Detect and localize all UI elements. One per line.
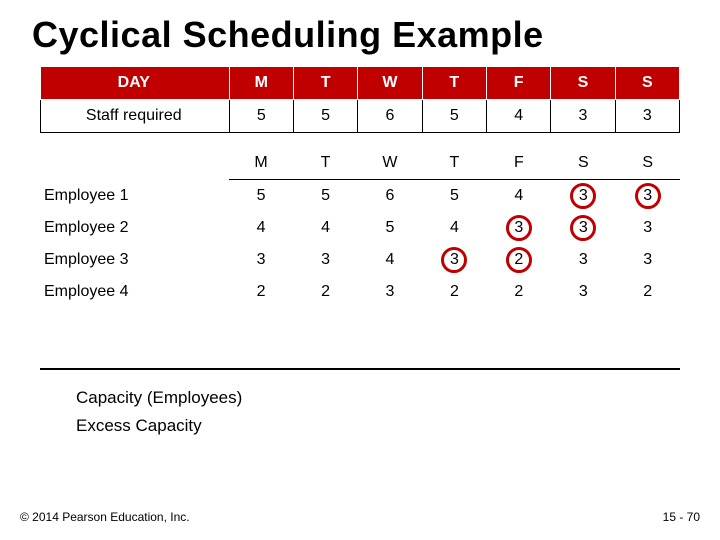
day-header-cell: F <box>487 147 551 180</box>
footer: © 2014 Pearson Education, Inc. 15 - 70 <box>20 510 700 524</box>
table-header-row: DAY M T W T F S S <box>41 67 680 100</box>
employee-value-cell: 2 <box>293 276 357 308</box>
staff-required-cell: 5 <box>229 100 293 133</box>
staff-required-cell: 5 <box>422 100 486 133</box>
employee-value-cell: 3 <box>551 244 615 276</box>
employee-value-cell: 4 <box>358 244 422 276</box>
employee-table: M T W T F S S Employee 15565433Employee … <box>40 147 680 308</box>
slide: Cyclical Scheduling Example DAY M T W T … <box>0 0 720 540</box>
employee-value-cell: 2 <box>229 276 293 308</box>
day-header-cell: F <box>486 67 550 100</box>
staff-required-cell: 3 <box>551 100 615 133</box>
day-header-cell: S <box>551 67 615 100</box>
staff-required-cell: 6 <box>358 100 422 133</box>
employee-value-cell: 3 <box>358 276 422 308</box>
employee-value-cell: 3 <box>551 180 615 213</box>
day-header-cell: M <box>229 67 293 100</box>
capacity-label: Capacity (Employees) <box>76 384 688 412</box>
day-header-cell: S <box>615 67 679 100</box>
staff-required-label: Staff required <box>41 100 230 133</box>
employee-value-cell: 5 <box>422 180 486 213</box>
employee-value-cell: 5 <box>293 180 357 213</box>
top-header-table: DAY M T W T F S S Staff required 5 5 6 5… <box>40 66 680 133</box>
staff-required-cell: 4 <box>486 100 550 133</box>
day-header-cell: T <box>422 147 486 180</box>
employee-label: Employee 2 <box>40 212 229 244</box>
page-title: Cyclical Scheduling Example <box>32 14 688 56</box>
employee-value-cell: 2 <box>487 244 551 276</box>
employee-value-cell: 4 <box>487 180 551 213</box>
employee-header-row: M T W T F S S <box>40 147 680 180</box>
employee-value-cell: 3 <box>422 244 486 276</box>
copyright-text: © 2014 Pearson Education, Inc. <box>20 510 190 524</box>
employee-label: Employee 1 <box>40 180 229 213</box>
day-header-label: DAY <box>41 67 230 100</box>
employee-value-cell: 3 <box>616 180 681 213</box>
day-header-cell: T <box>293 147 357 180</box>
highlight-circle-icon <box>506 215 532 241</box>
table-row: Employee 24454333 <box>40 212 680 244</box>
day-header-cell: M <box>229 147 293 180</box>
employee-value-cell: 3 <box>551 276 615 308</box>
highlight-circle-icon <box>570 215 596 241</box>
employee-value-cell: 2 <box>616 276 681 308</box>
employee-value-cell: 3 <box>229 244 293 276</box>
day-header-cell: S <box>616 147 681 180</box>
excess-capacity-label: Excess Capacity <box>76 412 688 440</box>
staff-required-cell: 5 <box>293 100 357 133</box>
page-number: 15 - 70 <box>663 510 700 524</box>
table-row: Employee 15565433 <box>40 180 680 213</box>
employee-value-cell: 2 <box>422 276 486 308</box>
divider-line <box>40 368 680 370</box>
staff-required-row: Staff required 5 5 6 5 4 3 3 <box>41 100 680 133</box>
employee-value-cell: 3 <box>293 244 357 276</box>
employee-value-cell: 5 <box>358 212 422 244</box>
employee-value-cell: 4 <box>422 212 486 244</box>
employee-value-cell: 5 <box>229 180 293 213</box>
highlight-circle-icon <box>635 183 661 209</box>
table-row: Employee 42232232 <box>40 276 680 308</box>
employee-value-cell: 3 <box>551 212 615 244</box>
day-header-cell: T <box>293 67 357 100</box>
summary-block: Capacity (Employees) Excess Capacity <box>76 384 688 440</box>
employee-value-cell: 4 <box>229 212 293 244</box>
day-header-cell: S <box>551 147 615 180</box>
highlight-circle-icon <box>506 247 532 273</box>
employee-label: Employee 3 <box>40 244 229 276</box>
employee-value-cell: 2 <box>487 276 551 308</box>
day-header-cell: T <box>422 67 486 100</box>
employee-value-cell: 4 <box>293 212 357 244</box>
employee-value-cell: 6 <box>358 180 422 213</box>
day-header-cell: W <box>358 67 422 100</box>
employee-value-cell: 3 <box>616 244 681 276</box>
day-header-cell: W <box>358 147 422 180</box>
employee-value-cell: 3 <box>487 212 551 244</box>
employee-header-blank <box>40 147 229 180</box>
employee-label: Employee 4 <box>40 276 229 308</box>
staff-required-cell: 3 <box>615 100 679 133</box>
highlight-circle-icon <box>570 183 596 209</box>
employee-value-cell: 3 <box>616 212 681 244</box>
highlight-circle-icon <box>441 247 467 273</box>
table-row: Employee 33343233 <box>40 244 680 276</box>
tables-wrap: DAY M T W T F S S Staff required 5 5 6 5… <box>40 66 680 370</box>
